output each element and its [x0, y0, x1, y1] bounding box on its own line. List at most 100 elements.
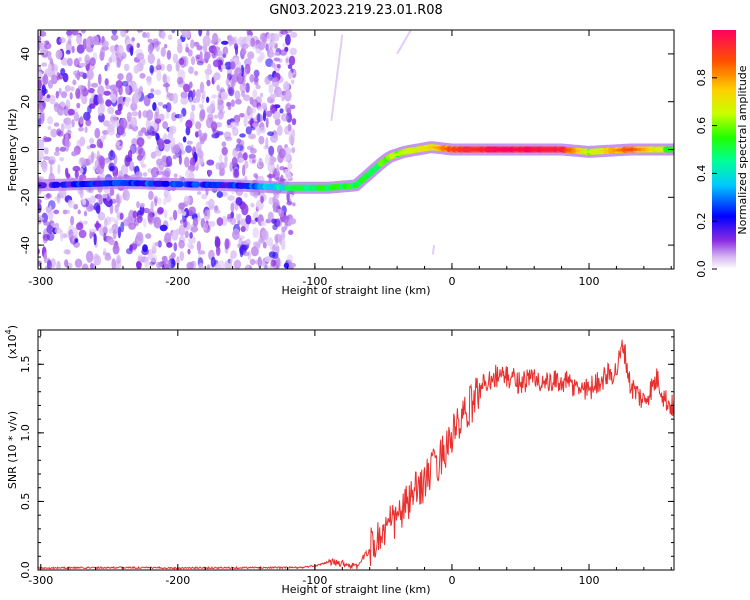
noise-speckle	[178, 239, 185, 249]
noise-speckle	[107, 106, 115, 115]
noise-speckle	[184, 230, 189, 239]
noise-speckle	[166, 91, 171, 98]
noise-speckle	[215, 162, 221, 170]
noise-speckle	[47, 50, 52, 60]
noise-speckle	[183, 83, 190, 93]
noise-speckle	[87, 155, 93, 165]
noise-speckle	[133, 217, 140, 227]
noise-speckle	[230, 99, 235, 107]
noise-speckle	[120, 30, 127, 38]
noise-speckle	[165, 102, 172, 113]
noise-speckle	[250, 219, 257, 225]
noise-speckle	[235, 197, 243, 206]
noise-speckle	[136, 30, 143, 33]
noise-speckle	[97, 193, 103, 204]
noise-speckle	[153, 41, 162, 46]
noise-speckle	[185, 169, 193, 179]
noise-speckle	[272, 202, 280, 210]
track-core	[455, 147, 462, 152]
colorbar-tick-label: 0.0	[695, 260, 708, 278]
noise-speckle	[129, 161, 135, 172]
noise-speckle	[239, 245, 244, 258]
noise-speckle	[65, 167, 69, 177]
noise-speckle	[246, 30, 252, 35]
noise-speckle	[189, 96, 193, 106]
noise-speckle	[283, 262, 290, 269]
noise-speckle	[53, 209, 60, 215]
track-core	[628, 147, 635, 152]
noise-speckle	[183, 219, 188, 228]
noise-speckle	[144, 256, 150, 268]
noise-speckle	[78, 127, 84, 132]
noise-speckle	[204, 51, 211, 60]
noise-speckle	[43, 251, 48, 260]
noise-speckle	[269, 104, 276, 114]
noise-speckle	[95, 220, 100, 231]
noise-speckle	[272, 208, 281, 213]
noise-speckle	[233, 259, 242, 269]
noise-speckle	[285, 102, 292, 114]
noise-speckle	[117, 123, 126, 136]
noise-speckle	[89, 137, 95, 144]
noise-speckle	[179, 57, 185, 65]
noise-speckle	[78, 56, 82, 62]
colorbar: 0.0 0.2 0.4 0.6 0.8 Normalized spectral ampl…	[695, 30, 749, 278]
noise-speckle	[124, 96, 130, 107]
x-tick-label: -300	[28, 275, 53, 288]
noise-speckle	[265, 110, 273, 118]
noise-speckle	[154, 89, 162, 96]
noise-speckle	[97, 85, 105, 97]
snr-y-ticks: 0.0 0.5 1.0 1.5	[19, 336, 674, 579]
y-tick-label: 0.0	[19, 561, 32, 579]
snr-x-axis-label: Height of straight line (km)	[281, 583, 430, 596]
noise-speckle	[267, 161, 275, 173]
noise-speckle	[71, 119, 75, 128]
noise-speckle	[237, 36, 245, 47]
noise-speckle	[221, 141, 227, 147]
noise-speckle	[99, 159, 105, 170]
noise-speckle	[178, 224, 186, 237]
noise-speckle	[265, 43, 269, 52]
noise-speckle	[291, 129, 296, 138]
noise-speckle	[65, 99, 71, 111]
noise-speckle	[286, 254, 294, 263]
noise-speckle	[142, 172, 148, 177]
x-tick-label: -100	[302, 275, 327, 288]
noise-speckle	[72, 227, 79, 237]
noise-speckle	[243, 115, 248, 128]
noise-speckle	[230, 61, 236, 70]
noise-speckle	[242, 251, 250, 257]
noise-speckle	[234, 67, 243, 77]
noise-speckle	[76, 33, 81, 45]
noise-speckle	[74, 238, 79, 243]
noise-speckle	[138, 110, 142, 119]
colorbar-ticks: 0.0 0.2 0.4 0.6 0.8	[695, 69, 717, 278]
spectrogram-y-ticks: -40 -20 0 20 40	[19, 29, 674, 270]
track-core	[640, 147, 647, 152]
noise-speckle	[123, 189, 130, 201]
noise-speckle	[136, 52, 145, 60]
track-core	[505, 147, 512, 152]
x-tick-label: -300	[28, 574, 53, 587]
y-tick-label: 20	[19, 95, 32, 109]
noise-speckle	[109, 45, 117, 53]
spectrogram-x-axis-label: Height of straight line (km)	[281, 284, 430, 297]
noise-speckle	[110, 52, 117, 63]
noise-speckle	[92, 263, 96, 269]
noise-speckle	[268, 197, 274, 205]
noise-speckle	[173, 173, 178, 178]
noise-speckle	[139, 202, 145, 208]
noise-speckle	[45, 193, 52, 199]
noise-speckle	[266, 33, 272, 42]
noise-speckle	[217, 50, 223, 58]
track-core	[550, 147, 557, 152]
x-tick-label: 0	[448, 275, 455, 288]
noise-speckle	[136, 137, 145, 147]
track-core	[657, 147, 664, 152]
noise-speckle	[261, 102, 267, 110]
noise-speckle	[245, 82, 250, 94]
track-core	[496, 147, 503, 152]
noise-speckle	[48, 209, 54, 221]
noise-speckle	[264, 256, 272, 263]
noise-speckle	[239, 82, 247, 93]
